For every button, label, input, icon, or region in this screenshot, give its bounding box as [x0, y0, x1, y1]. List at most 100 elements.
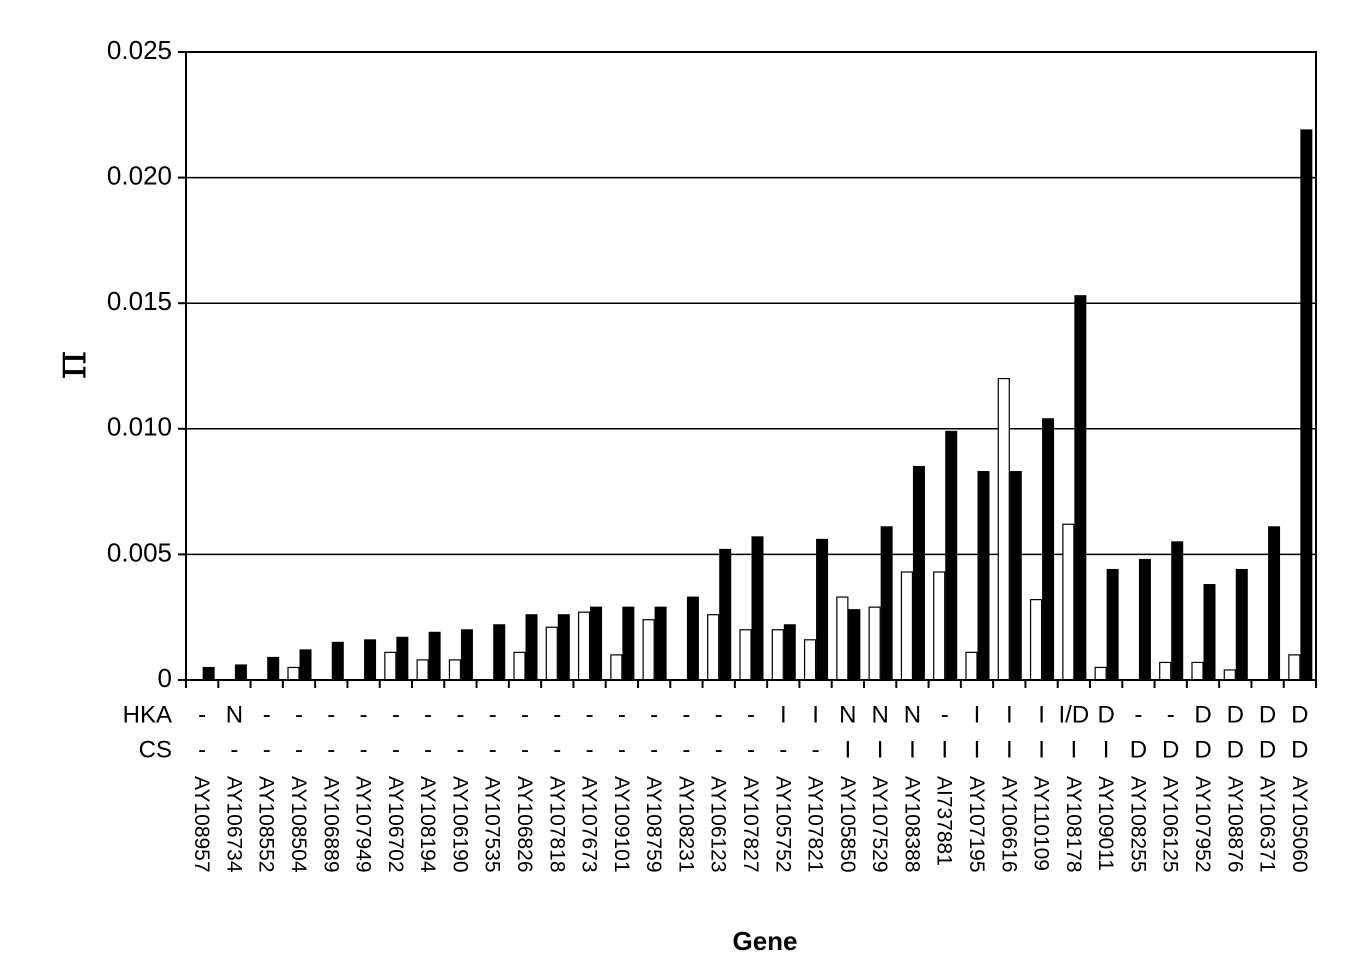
row-value: I: [1071, 736, 1078, 763]
bar-white: [384, 651, 397, 681]
gene-label: AY106889: [319, 776, 342, 873]
row-value: D: [1291, 701, 1308, 728]
bar-white: [577, 611, 591, 681]
bar-white: [900, 571, 914, 681]
row-value: D: [1227, 736, 1244, 763]
row-value: -: [553, 701, 561, 728]
bar-black: [1106, 568, 1119, 681]
row-value: -: [489, 701, 497, 728]
bar-white: [448, 659, 462, 681]
bar-black: [1009, 471, 1022, 681]
bar-black: [525, 614, 538, 681]
row-value: -: [682, 701, 690, 728]
bar-black: [557, 614, 570, 681]
bar-white: [803, 639, 817, 681]
row-value: I: [877, 736, 884, 763]
grid-lines: [186, 176, 1316, 556]
bar-white: [642, 619, 655, 681]
row-value: -: [295, 736, 303, 763]
bar-black: [1300, 129, 1313, 681]
row-value: I: [1006, 736, 1013, 763]
row-value: -: [327, 701, 335, 728]
bar-black: [1203, 584, 1216, 681]
plot-area-frame: [185, 51, 1317, 681]
axes: [178, 51, 1317, 681]
gene-labels: AY108957 AY106734 AY108552 AY108504 AY106889…: [190, 776, 1311, 873]
row-value: -: [456, 736, 464, 763]
y-axis-title: π: [46, 351, 97, 380]
bar-black: [1042, 418, 1055, 681]
gene-label: AY107952: [1191, 776, 1214, 873]
row-value: I: [1038, 736, 1045, 763]
row-value: I: [1038, 701, 1045, 728]
row-value: -: [682, 736, 690, 763]
row-value: D: [1194, 701, 1211, 728]
gene-label: AY107949: [352, 776, 375, 873]
bar-black: [977, 471, 990, 681]
bar-black: [686, 596, 699, 681]
row-value: -: [424, 736, 432, 763]
gene-label: AI737881: [933, 776, 956, 866]
gene-label: AY108759: [642, 776, 665, 873]
bar-white: [1288, 654, 1301, 681]
gene-label: AY106826: [513, 776, 536, 873]
bar-black: [912, 465, 925, 681]
gene-label: AY106125: [1159, 776, 1182, 873]
row-value: -: [456, 701, 464, 728]
gene-label: AY108876: [1223, 776, 1246, 873]
row-value: -: [1167, 701, 1175, 728]
bar-black: [1074, 295, 1087, 681]
gene-label: AY107529: [868, 776, 891, 873]
bar-black: [848, 609, 861, 681]
row-value: D: [1259, 701, 1276, 728]
bar-white: [739, 629, 752, 681]
bar-black: [816, 538, 829, 681]
gene-label: AY105850: [836, 776, 859, 873]
row-value: -: [392, 736, 400, 763]
bar-black: [654, 606, 667, 681]
x-tick-marks: [185, 680, 1317, 688]
row-value: I: [845, 736, 852, 763]
row-value: D: [1194, 736, 1211, 763]
bar-white: [1191, 661, 1204, 681]
row-value: -: [263, 701, 271, 728]
gene-label: AY109101: [610, 776, 633, 873]
row-value: -: [618, 736, 626, 763]
gene-label: AY108388: [900, 776, 923, 873]
bar-white: [868, 606, 881, 681]
row-value: -: [779, 736, 787, 763]
bar-white: [1159, 661, 1172, 681]
row-value: -: [360, 736, 368, 763]
row-label-cs: CS: [139, 736, 172, 763]
row-value: N: [226, 701, 243, 728]
gene-label: AY105752: [771, 776, 794, 873]
bar-black: [460, 629, 473, 681]
y-tick-label: 0.020: [107, 160, 172, 190]
x-axis-title: Gene: [732, 926, 797, 956]
row-value: N: [904, 701, 921, 728]
bar-white: [997, 377, 1010, 681]
row-value: -: [521, 736, 529, 763]
row-value: -: [489, 736, 497, 763]
row-value: N: [839, 701, 856, 728]
row-value: -: [650, 736, 658, 763]
y-tick-label: 0.005: [107, 537, 172, 567]
bar-white: [513, 651, 526, 681]
bar-white: [1223, 669, 1236, 681]
row-value: -: [812, 736, 820, 763]
row-value: I: [974, 736, 981, 763]
bar-white: [933, 571, 946, 681]
gene-label: AY110109: [1030, 776, 1053, 871]
row-value: I: [974, 701, 981, 728]
bar-black: [331, 641, 344, 681]
bar-black: [299, 649, 312, 681]
bar-white: [771, 629, 784, 681]
gene-label: AY107673: [578, 776, 601, 873]
row-value: -: [521, 701, 529, 728]
gene-label: AY105060: [1288, 776, 1311, 873]
row-value: -: [198, 701, 206, 728]
gene-label: AY106123: [707, 776, 730, 873]
gene-label: AY108504: [287, 776, 310, 873]
gene-label: AY106702: [384, 776, 407, 873]
